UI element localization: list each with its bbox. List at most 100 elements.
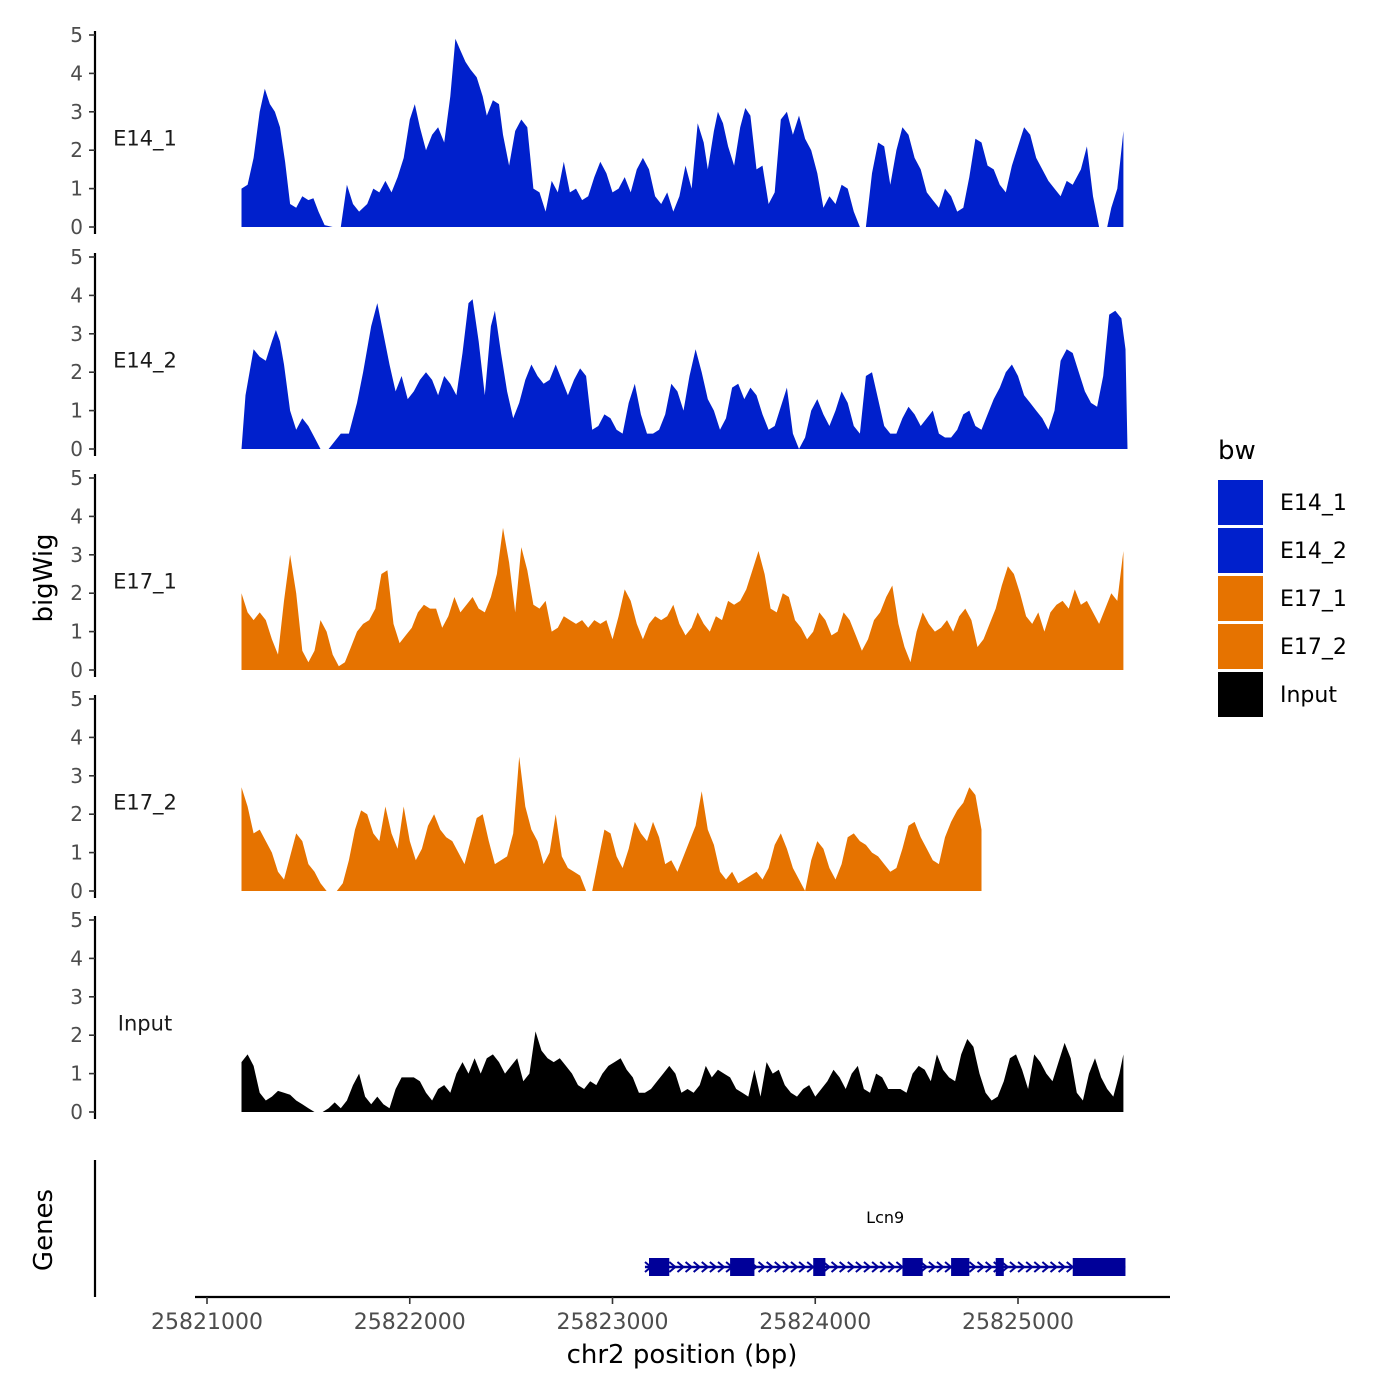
- area-e17-2: [241, 756, 982, 891]
- strand-arrow: [920, 1261, 929, 1273]
- y-tick-label: 0: [70, 879, 83, 903]
- gene-exon: [902, 1258, 923, 1276]
- strand-arrow: [944, 1261, 953, 1273]
- y-tick-label: 2: [70, 1023, 83, 1047]
- x-tick-label: 25821000: [151, 1310, 263, 1335]
- y-tick-label: 4: [70, 725, 83, 749]
- track-e14-1: 0 1 2 3 4 5 E14_1: [70, 23, 1124, 239]
- gene-exon: [1072, 1258, 1126, 1276]
- strand-arrow: [1009, 1261, 1018, 1273]
- gene-exon: [813, 1258, 826, 1276]
- y-tick-label: 1: [70, 620, 83, 644]
- strand-arrow: [1057, 1261, 1067, 1273]
- track-e17-2: 0 1 2 3 4 5 E17_2: [70, 687, 982, 903]
- legend-label: E14_1: [1280, 491, 1347, 516]
- y-tick-label: 2: [70, 581, 83, 605]
- y-tick-label: 0: [70, 1100, 83, 1124]
- y-tick-label: 4: [70, 946, 83, 970]
- track-label: E14_2: [113, 349, 177, 374]
- strand-arrow: [766, 1261, 775, 1273]
- strand-arrow: [757, 1261, 767, 1273]
- strand-arrow: [984, 1261, 994, 1273]
- gene-label: Lcn9: [866, 1208, 904, 1227]
- strand-arrow: [782, 1261, 791, 1273]
- area-input: [241, 1031, 1124, 1112]
- legend-label: E17_1: [1280, 587, 1347, 612]
- y-tick-label: 1: [70, 177, 83, 201]
- strand-arrow: [798, 1261, 807, 1273]
- y-tick-label: 5: [70, 908, 83, 932]
- y-tick-label: 1: [70, 841, 83, 865]
- y-tick-label: 2: [70, 138, 83, 162]
- strand-arrow: [693, 1261, 702, 1273]
- strand-arrow: [1066, 1261, 1075, 1273]
- y-tick-label: 2: [70, 802, 83, 826]
- legend-key-e17-2: [1218, 624, 1263, 669]
- strand-arrow: [806, 1261, 815, 1273]
- y-tick-label: 4: [70, 504, 83, 528]
- y-tick-label: 0: [70, 215, 83, 239]
- track-label: E17_1: [113, 570, 177, 595]
- y-tick-label: 0: [70, 437, 83, 461]
- strand-arrow: [684, 1261, 694, 1273]
- strand-arrow: [879, 1261, 888, 1273]
- strand-arrow: [790, 1261, 799, 1273]
- strand-arrow: [822, 1261, 831, 1273]
- strand-arrow: [895, 1261, 904, 1273]
- y-tick-label: 1: [70, 399, 83, 423]
- strand-arrow: [701, 1261, 710, 1273]
- gene-exon: [730, 1258, 755, 1276]
- strand-arrow: [936, 1261, 945, 1273]
- gene-model: [644, 1258, 1126, 1276]
- x-tick-label: 25822000: [354, 1310, 466, 1335]
- strand-arrow: [1025, 1261, 1034, 1273]
- legend-label: E14_2: [1280, 539, 1347, 564]
- gene-exon: [951, 1258, 970, 1276]
- strand-arrow: [976, 1261, 986, 1273]
- y-tick-label: 3: [70, 322, 83, 346]
- legend-key-e14-2: [1218, 528, 1263, 573]
- y-tick-label: 2: [70, 360, 83, 384]
- x-axis-title: chr2 position (bp): [567, 1340, 798, 1370]
- y-tick-label: 3: [70, 764, 83, 788]
- strand-arrow: [847, 1261, 856, 1273]
- legend-title: bw: [1218, 436, 1256, 466]
- legend-key-e17-1: [1218, 576, 1263, 621]
- strand-arrow: [1033, 1261, 1042, 1273]
- gene-panel: Lcn9: [93, 1160, 1126, 1297]
- x-tick-label: 25825000: [962, 1310, 1074, 1335]
- track-label: Input: [118, 1012, 172, 1036]
- area-e14-1: [241, 38, 1124, 227]
- gene-exon: [995, 1258, 1004, 1276]
- strand-arrow: [668, 1261, 677, 1273]
- area-e14-2: [241, 299, 1128, 449]
- track-e17-1: 0 1 2 3 4 5 E17_1: [70, 466, 1124, 682]
- strand-arrow: [968, 1261, 977, 1273]
- y-tick-label: 4: [70, 283, 83, 307]
- signal-tracks: 0 1 2 3 4 5 E14_1 0 1 2 3 4 5 E14_2 0 1 2 3 4 5 E17_1 0 1 2 3 4 5 E…: [70, 23, 1128, 1124]
- strand-arrow: [863, 1261, 872, 1273]
- y-tick-label: 3: [70, 543, 83, 567]
- y-tick-label: 5: [70, 245, 83, 269]
- strand-arrow: [871, 1261, 880, 1273]
- strand-arrow: [830, 1261, 840, 1273]
- strand-arrow: [1017, 1261, 1026, 1273]
- y-tick-label: 1: [70, 1062, 83, 1086]
- legend-label: E17_2: [1280, 635, 1347, 660]
- y-tick-label: 5: [70, 23, 83, 47]
- y-tick-label: 5: [70, 466, 83, 490]
- strand-arrow: [928, 1261, 937, 1273]
- x-axis: 25821000 25822000 25823000 25824000 25825000: [151, 1295, 1170, 1335]
- strand-arrow: [887, 1261, 896, 1273]
- track-label: E14_1: [113, 127, 177, 152]
- strand-arrow: [1001, 1261, 1010, 1273]
- track-label: E17_2: [113, 791, 177, 816]
- legend-key-e14-1: [1218, 480, 1263, 525]
- strand-arrow: [1041, 1261, 1050, 1273]
- strand-arrow: [717, 1261, 726, 1273]
- y-tick-label: 0: [70, 658, 83, 682]
- legend: bw E14_1 E14_2 E17_1 E17_2 Input: [1218, 436, 1347, 717]
- legend-key-input: [1218, 672, 1263, 717]
- area-e17-1: [241, 527, 1124, 670]
- strand-arrow: [709, 1261, 718, 1273]
